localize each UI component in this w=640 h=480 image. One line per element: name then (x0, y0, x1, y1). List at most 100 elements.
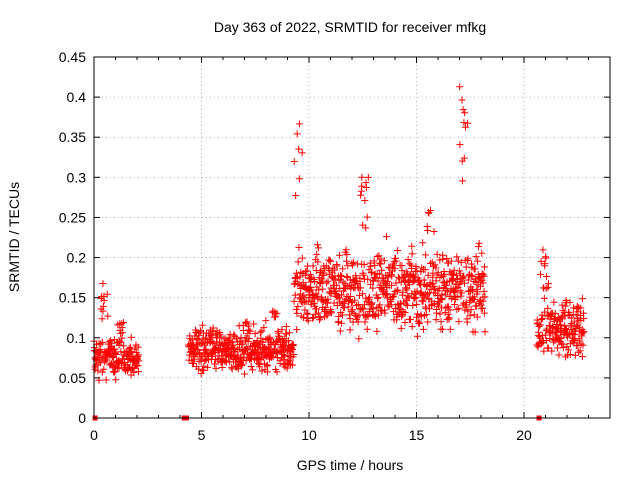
data-point (446, 325, 454, 333)
data-point (442, 281, 450, 289)
data-point (99, 302, 107, 310)
data-point (475, 243, 483, 251)
data-point (349, 306, 357, 314)
data-point (311, 278, 319, 286)
data-point (577, 304, 585, 312)
data-point (453, 293, 461, 301)
data-point (119, 329, 127, 337)
data-point (579, 341, 587, 349)
data-point (331, 266, 339, 274)
data-point (453, 305, 461, 313)
data-point (300, 292, 308, 300)
data-point (468, 287, 476, 295)
data-point (315, 286, 323, 294)
data-point (382, 291, 390, 299)
y-tick-label: 0.4 (67, 89, 87, 105)
data-point (566, 298, 574, 306)
data-point (313, 305, 321, 313)
data-point (573, 302, 581, 310)
data-point (539, 246, 547, 254)
data-point (96, 359, 104, 367)
data-point (251, 330, 259, 338)
data-point (276, 359, 284, 367)
data-point (374, 311, 382, 319)
data-point (127, 333, 135, 341)
data-point (536, 321, 544, 329)
data-point (258, 367, 266, 375)
data-point (133, 361, 141, 369)
data-point (95, 339, 103, 347)
data-point (426, 206, 434, 214)
data-point (194, 336, 202, 344)
data-point (398, 312, 406, 320)
data-point (546, 335, 554, 343)
data-point (343, 272, 351, 280)
data-point (242, 344, 250, 352)
data-point (421, 266, 429, 274)
data-point (563, 343, 571, 351)
data-point (406, 315, 414, 323)
data-point (538, 315, 546, 323)
data-point (416, 319, 424, 327)
data-point (363, 213, 371, 221)
data-point (415, 277, 423, 285)
y-tick-label: 0.3 (67, 169, 87, 185)
data-point (338, 311, 346, 319)
data-point (216, 338, 224, 346)
data-point (394, 286, 402, 294)
data-point (405, 281, 413, 289)
data-point (413, 332, 421, 340)
data-point (376, 301, 384, 309)
data-point (433, 250, 441, 258)
data-point (343, 257, 351, 265)
data-point (411, 295, 419, 303)
data-point (453, 253, 461, 261)
data-point (316, 278, 324, 286)
data-point (283, 330, 291, 338)
data-point (340, 303, 348, 311)
data-point (432, 277, 440, 285)
data-point (417, 312, 425, 320)
data-point (112, 376, 120, 384)
data-point (292, 305, 300, 313)
data-point (430, 228, 438, 236)
data-point (578, 353, 586, 361)
data-point (374, 277, 382, 285)
data-point (455, 304, 463, 312)
data-point (381, 309, 389, 317)
data-point (233, 353, 241, 361)
data-point (408, 264, 416, 272)
data-point (210, 339, 218, 347)
data-point (374, 294, 382, 302)
data-point (408, 323, 416, 331)
data-point (115, 364, 123, 372)
data-point (401, 309, 409, 317)
data-point (324, 295, 332, 303)
data-point (130, 369, 138, 377)
data-point (256, 328, 264, 336)
data-point (473, 288, 481, 296)
data-point (111, 345, 119, 353)
x-tick-label: 10 (301, 427, 317, 443)
data-point (541, 331, 549, 339)
data-point (353, 302, 361, 310)
data-point (457, 258, 465, 266)
data-point (323, 310, 331, 318)
data-point (574, 308, 582, 316)
data-point (336, 251, 344, 259)
data-point (541, 260, 549, 268)
data-point (350, 258, 358, 266)
data-point (346, 292, 354, 300)
data-point (480, 309, 488, 317)
data-point (319, 285, 327, 293)
data-point (559, 344, 567, 352)
data-point (337, 271, 345, 279)
data-point (473, 313, 481, 321)
data-point (541, 308, 549, 316)
data-point (289, 361, 297, 369)
data-point (579, 329, 587, 337)
data-point (286, 357, 294, 365)
data-point (294, 303, 302, 311)
data-point (238, 360, 246, 368)
data-point (358, 173, 366, 181)
